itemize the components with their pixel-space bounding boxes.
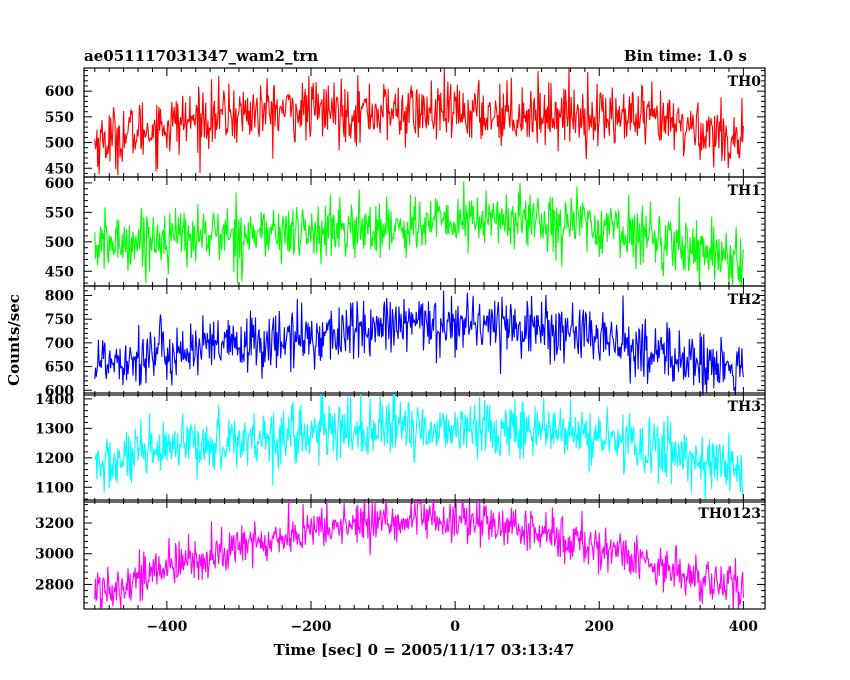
chart-title-left: ae051117031347_wam2_trn (84, 47, 318, 65)
y-tick-label: 750 (45, 312, 74, 328)
y-tick-label: 1300 (35, 421, 74, 437)
y-tick-label: 800 (45, 288, 74, 304)
panel-th3: 1100 1200 1300 1400 TH3 (35, 392, 766, 503)
series-th3-line (94, 393, 744, 501)
series-th0-line (94, 68, 744, 176)
series-th1-line (94, 181, 744, 286)
y-tick-label: 2800 (35, 577, 74, 593)
y-tick-label: 600 (45, 176, 74, 192)
y-tick-label: 3200 (35, 516, 74, 532)
y-tick-label: 1400 (35, 392, 74, 408)
y-tick-label: 650 (45, 360, 74, 376)
panels-group: 450 500 550 600 TH0 450 500 550 600 TH1 600 650 700 7… (35, 67, 766, 635)
panel-th0: 450 500 550 600 TH0 (45, 67, 766, 178)
x-tick-label: 400 (729, 619, 758, 635)
y-tick-label: 450 (45, 161, 74, 177)
x-axis-label: Time [sec] 0 = 2005/11/17 03:13:47 (274, 641, 575, 659)
panel-label-th0: TH0 (728, 74, 762, 90)
panel-th1: 450 500 550 600 TH1 (45, 176, 766, 287)
y-axis-label: Counts/sec (5, 294, 23, 386)
x-tick-label: −400 (146, 619, 187, 635)
panel-frame (83, 499, 766, 610)
y-tick-label: 700 (45, 336, 74, 352)
panel-label-th3: TH3 (728, 399, 761, 415)
y-tick-label: 550 (45, 110, 74, 126)
y-tick-label: 1100 (35, 480, 74, 496)
panel-label-th0123: TH0123 (698, 506, 761, 522)
x-tick-label: −200 (291, 619, 332, 635)
series-th0123-line (94, 500, 744, 609)
panel-label-th2: TH2 (728, 292, 761, 308)
y-tick-label: 600 (45, 383, 74, 399)
y-tick-label: 600 (45, 84, 74, 100)
panel-th2: 600 650 700 750 800 TH2 (45, 285, 766, 399)
y-tick-label: 500 (45, 136, 74, 152)
panel-frame (83, 392, 766, 503)
y-tick-label: 1200 (35, 451, 74, 467)
y-tick-label: 550 (45, 205, 74, 221)
y-tick-label: 3000 (35, 547, 74, 563)
y-tick-label: 500 (45, 235, 74, 251)
y-tick-label: 450 (45, 264, 74, 280)
x-tick-label: 0 (450, 619, 460, 635)
panel-frame (83, 285, 766, 396)
series-th2-line (94, 290, 744, 395)
panel-th0123: 2800 3000 3200 TH0123 (35, 499, 766, 610)
x-tick-label: 200 (585, 619, 614, 635)
chart-title-right: Bin time: 1.0 s (624, 47, 747, 65)
panel-label-th1: TH1 (728, 183, 761, 199)
